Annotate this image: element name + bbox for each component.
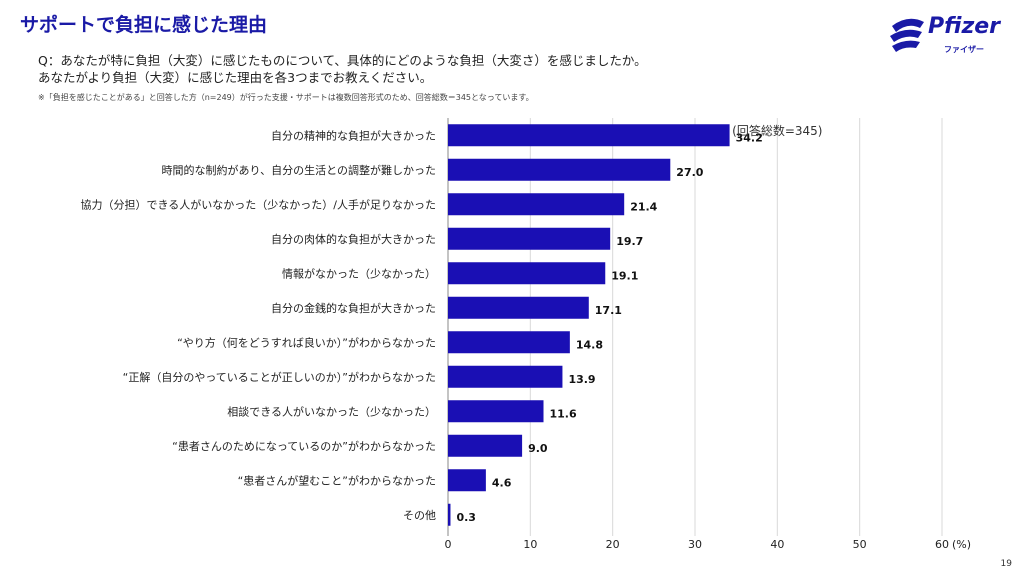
category-label: その他 <box>403 509 436 522</box>
value-label: 4.6 <box>492 476 512 489</box>
category-label: 協力（分担）できる人がいなかった（少なかった）/人手が足りなかった <box>81 197 436 211</box>
question-line-2: あなたがより負担（大変）に感じた理由を各3つまでお教えください。 <box>38 70 433 85</box>
value-label: 11.6 <box>550 407 577 420</box>
question-text: Q：あなたが特に負担（大変）に感じたものについて、具体的にどのような負担（大変さ… <box>38 52 647 86</box>
bar <box>448 262 606 285</box>
bar <box>448 365 563 388</box>
category-label: 自分の肉体的な負担が大きかった <box>271 232 436 246</box>
x-tick-label: 10 <box>523 538 537 551</box>
value-label: 19.1 <box>611 269 638 282</box>
x-tick-label: 30 <box>688 538 702 551</box>
x-tick-label: 60 <box>935 538 949 551</box>
pfizer-wordmark-sub: ファイザー <box>944 45 984 54</box>
category-label: 時間的な制約があり、自分の生活との調整が難しかった <box>162 163 436 177</box>
value-label: 9.0 <box>528 442 548 455</box>
value-label: 21.4 <box>630 200 657 213</box>
pfizer-wordmark: Pfizer <box>928 14 1001 39</box>
value-label: 19.7 <box>616 235 643 248</box>
category-label: 情報がなかった（少なかった） <box>282 266 436 280</box>
bar <box>448 400 544 423</box>
x-tick-label: 20 <box>606 538 620 551</box>
bar <box>448 158 671 181</box>
question-line-1: Q：あなたが特に負担（大変）に感じたものについて、具体的にどのような負担（大変さ… <box>38 53 647 68</box>
bar <box>448 227 611 250</box>
x-unit-label: (%) <box>952 538 971 551</box>
page-number: 19 <box>1000 559 1012 569</box>
category-label: “患者さんが望むこと”がわからなかった <box>238 473 436 487</box>
pfizer-logo: Pfizer ファイザー <box>886 12 1000 60</box>
x-tick-label: 50 <box>853 538 867 551</box>
bar <box>448 124 730 147</box>
total-annotation: (回答総数=345) <box>732 123 822 138</box>
pfizer-logo-icon <box>890 18 924 52</box>
category-label: “やり方（何をどうすれば良いか）”がわからなかった <box>177 335 436 349</box>
category-label: “正解（自分のやっていることが正しいのか）”がわからなかった <box>123 370 436 384</box>
value-label: 0.3 <box>456 511 476 524</box>
bar <box>448 469 486 492</box>
bar <box>448 193 625 216</box>
category-label: “患者さんのためになっているのか”がわからなかった <box>172 439 436 453</box>
bar <box>448 434 523 457</box>
value-label: 34.2 <box>736 131 763 144</box>
category-label: 相談できる人がいなかった（少なかった） <box>227 404 436 418</box>
bar <box>448 331 570 354</box>
category-label: 自分の金銭的な負担が大きかった <box>271 301 436 315</box>
category-label: 自分の精神的な負担が大きかった <box>271 128 436 142</box>
bar <box>448 296 589 319</box>
x-tick-label: 0 <box>445 538 452 551</box>
value-label: 13.9 <box>568 373 595 386</box>
footnote: ※「負担を感じたことがある」と回答した方（n=249）が行った支援・サポートは複… <box>38 93 534 102</box>
value-label: 27.0 <box>676 166 703 179</box>
bar <box>448 503 451 526</box>
page-title: サポートで負担に感じた理由 <box>20 14 268 36</box>
value-label: 14.8 <box>576 338 603 351</box>
x-tick-label: 40 <box>770 538 784 551</box>
value-label: 17.1 <box>595 304 622 317</box>
